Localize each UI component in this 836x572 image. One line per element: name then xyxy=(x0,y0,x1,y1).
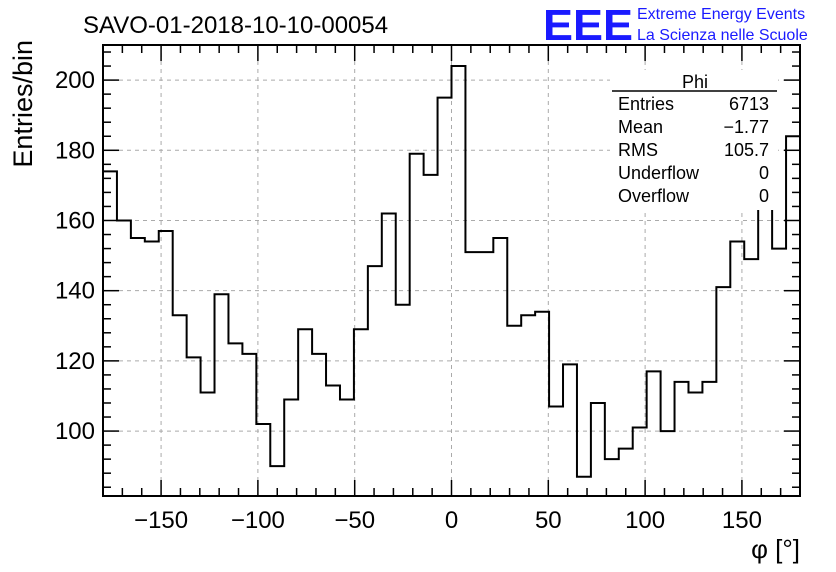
histogram-bin xyxy=(619,449,633,496)
stats-value: −1.77 xyxy=(723,117,769,137)
histogram-bin xyxy=(661,431,675,496)
x-tick-label: 150 xyxy=(722,507,762,534)
y-tick-label: 160 xyxy=(55,207,95,234)
histogram-bin xyxy=(675,382,689,496)
x-tick-label: 100 xyxy=(625,507,665,534)
histogram-bin xyxy=(117,220,131,496)
histogram-bin xyxy=(159,231,173,496)
stats-label: RMS xyxy=(618,140,658,160)
histogram-bin xyxy=(103,171,117,496)
histogram-bin xyxy=(228,343,242,496)
histogram-bin xyxy=(340,399,354,496)
histogram-bin xyxy=(772,249,786,496)
histogram-bin xyxy=(716,287,730,496)
stats-label: Overflow xyxy=(618,186,690,206)
histogram-bin xyxy=(758,206,772,496)
histogram-bin xyxy=(633,428,647,496)
histogram-bin xyxy=(382,213,396,496)
x-tick-label: −50 xyxy=(334,507,375,534)
histogram-bin xyxy=(215,294,229,496)
stats-box-title: Phi xyxy=(682,72,708,92)
y-tick-label: 140 xyxy=(55,278,95,305)
histogram-bin xyxy=(563,364,577,496)
histogram-bin xyxy=(702,382,716,496)
histogram-bin xyxy=(131,238,145,496)
stats-value: 0 xyxy=(759,186,769,206)
stats-label: Mean xyxy=(618,117,663,137)
histogram-bin xyxy=(187,357,201,496)
stats-label: Entries xyxy=(618,94,674,114)
histogram-bin xyxy=(647,371,661,496)
y-axis-label: Entries/bin xyxy=(8,40,38,168)
histogram-bin xyxy=(452,66,466,496)
histogram-bin xyxy=(354,329,368,496)
histogram-bin xyxy=(424,175,438,496)
histogram-bin xyxy=(438,98,452,496)
y-tick-label: 120 xyxy=(55,348,95,375)
stats-value: 0 xyxy=(759,163,769,183)
x-tick-label: 50 xyxy=(535,507,562,534)
histogram-bin xyxy=(145,242,159,496)
histogram-bin xyxy=(730,242,744,496)
histogram-bin xyxy=(744,259,758,496)
x-tick-label: −150 xyxy=(134,507,188,534)
x-tick-label: 0 xyxy=(445,507,458,534)
histogram-bin xyxy=(201,392,215,496)
histogram-line xyxy=(103,65,800,478)
histogram-bin xyxy=(549,407,563,496)
histogram-bin xyxy=(396,305,410,496)
logo-mark: EEE xyxy=(543,1,633,50)
histogram-bin xyxy=(493,238,507,496)
histogram-bin xyxy=(410,154,424,496)
x-axis-label: φ [°] xyxy=(751,534,800,564)
logo-line-2: La Scienza nelle Scuole xyxy=(637,27,808,44)
histogram-bin xyxy=(507,326,521,496)
y-axis-ticks: 100 120 140 160 180 200 xyxy=(55,51,800,488)
histogram-bin xyxy=(535,312,549,496)
histogram-bin xyxy=(465,252,479,496)
histogram-bin xyxy=(298,329,312,496)
histogram-bin xyxy=(521,315,535,496)
stats-box: Phi Entries 6713 Mean −1.77 RMS 105.7 Underflo… xyxy=(610,70,778,210)
stats-label: Underflow xyxy=(618,163,700,183)
histogram-bin xyxy=(479,252,493,496)
histogram-bin xyxy=(786,136,800,496)
x-tick-label: −100 xyxy=(231,507,285,534)
histogram-bin xyxy=(312,354,326,496)
y-tick-label: 180 xyxy=(55,137,95,164)
histogram-bin xyxy=(284,399,298,496)
y-tick-label: 100 xyxy=(55,418,95,445)
histogram-bin xyxy=(173,315,187,496)
histogram-bin xyxy=(577,477,591,496)
y-tick-label: 200 xyxy=(55,67,95,94)
stats-value: 105.7 xyxy=(724,140,769,160)
histogram-bin xyxy=(270,466,284,496)
logo-line-1: Extreme Energy Events xyxy=(637,6,805,23)
histogram-bin xyxy=(605,459,619,496)
stats-value: 6713 xyxy=(729,94,769,114)
histogram-bin xyxy=(326,385,340,496)
x-axis-ticks: −150 −100 −50 0 50 100 150 xyxy=(102,45,801,534)
histogram-bin xyxy=(242,354,256,496)
histogram-bin xyxy=(688,392,702,496)
histogram-bin xyxy=(368,266,382,496)
chart-title: SAVO-01-2018-10-10-00054 xyxy=(83,12,388,39)
histogram-bin xyxy=(256,424,270,496)
histogram-bin xyxy=(591,403,605,496)
